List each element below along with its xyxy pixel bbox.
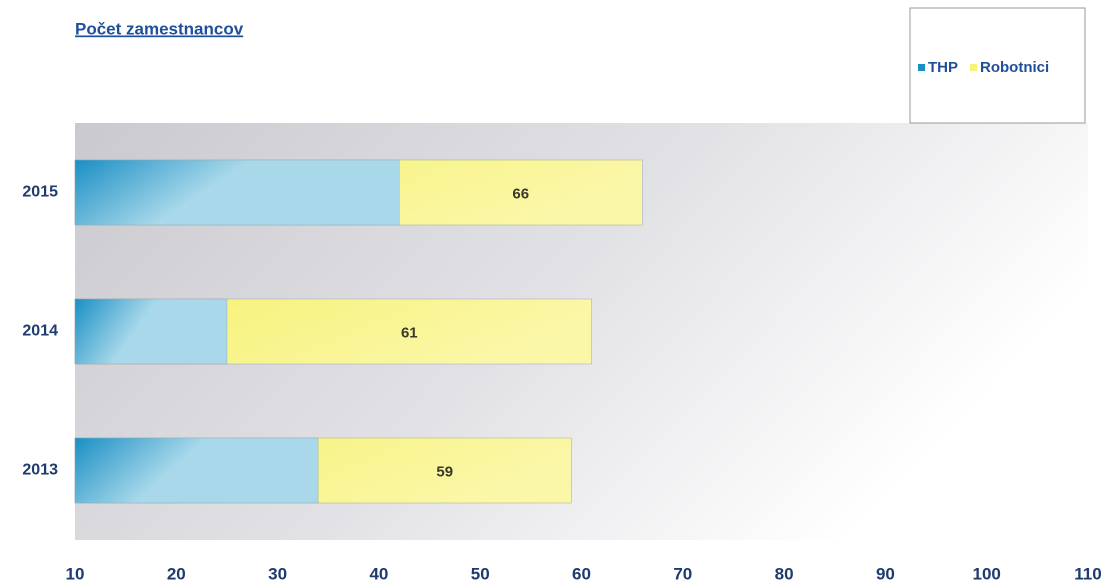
x-tick-label: 90 — [876, 564, 895, 583]
x-tick-label: 110 — [1074, 564, 1101, 583]
chart-title: Počet zamestnancov — [75, 19, 244, 38]
x-tick-label: 70 — [673, 564, 692, 583]
x-tick-label: 50 — [471, 564, 490, 583]
legend-box — [909, 7, 1086, 124]
y-tick-label: 2013 — [22, 462, 58, 479]
data-label: 59 — [436, 463, 453, 480]
legend-swatch — [970, 64, 977, 71]
bar — [74, 298, 228, 365]
bar — [74, 437, 319, 504]
x-tick-label: 100 — [973, 564, 1001, 583]
x-tick-label: 10 — [66, 564, 85, 583]
data-label: 61 — [401, 324, 418, 341]
y-tick-label: 2015 — [22, 184, 58, 201]
x-tick-label: 60 — [572, 564, 591, 583]
legend-label: THP — [928, 59, 958, 76]
x-tick-label: 80 — [775, 564, 794, 583]
data-label: 66 — [512, 185, 529, 202]
bar — [74, 159, 400, 226]
y-tick-label: 2014 — [22, 323, 58, 340]
legend-swatch — [918, 64, 925, 71]
x-tick-label: 20 — [167, 564, 186, 583]
x-tick-label: 30 — [268, 564, 287, 583]
x-tick-label: 40 — [369, 564, 388, 583]
legend-label: Robotnici — [980, 59, 1049, 76]
